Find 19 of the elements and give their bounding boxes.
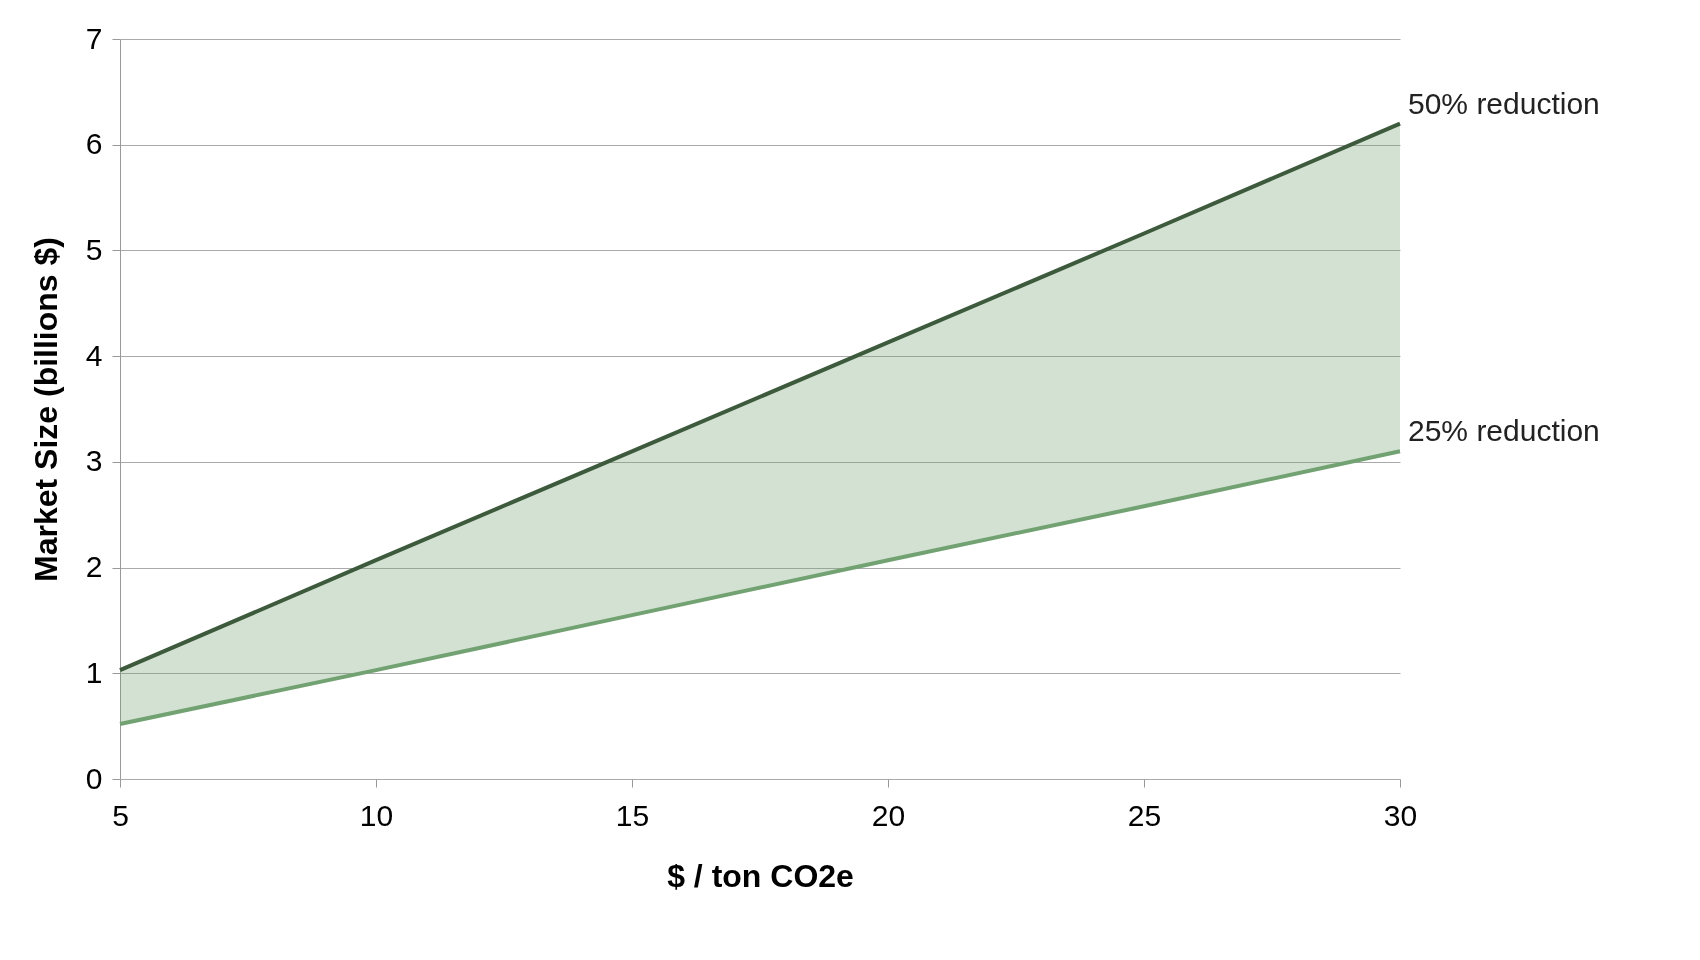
- x-tick-label: 15: [615, 798, 650, 832]
- x-tick-label: 30: [1383, 798, 1418, 832]
- y-tick-label: 1: [85, 655, 103, 689]
- series-label: 50% reduction: [1408, 86, 1600, 120]
- series-label: 25% reduction: [1408, 414, 1600, 448]
- y-tick-label: 0: [85, 761, 103, 795]
- line-series: [118, 449, 1402, 727]
- x-tick-label: 20: [871, 798, 906, 832]
- y-tick-label: 7: [85, 21, 103, 55]
- x-tick-label: 5: [112, 798, 129, 832]
- x-axis-title: $ / ton CO2e: [667, 857, 854, 894]
- y-tick-label: 2: [85, 550, 103, 584]
- y-tick-label: 6: [85, 127, 103, 161]
- x-tick-label: 10: [359, 798, 394, 832]
- y-tick-label: 5: [85, 232, 103, 266]
- y-tick-label: 3: [85, 444, 103, 478]
- y-tick-label: 4: [85, 338, 103, 372]
- y-axis-title: Market Size (billions $): [27, 237, 64, 582]
- x-tick-label: 25: [1127, 798, 1162, 832]
